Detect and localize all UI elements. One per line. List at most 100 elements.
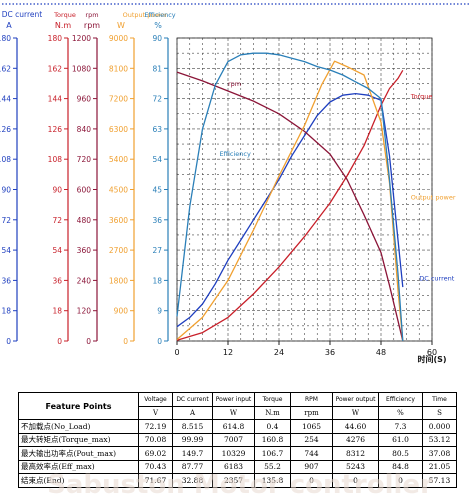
table-cell: 8.515 [172,419,213,434]
y-tick-label: 1200 [72,34,91,43]
table-cell: 8312 [332,446,379,461]
y-tick-label: 240 [77,276,92,285]
y-tick-label: 18 [52,307,62,316]
y-tick-label: 900 [114,307,129,316]
table-cell: 7007 [212,432,255,447]
y-tick-label: 1080 [72,64,91,73]
axis-title-rpm: rpm [85,11,98,19]
y-tick-label: 8100 [109,64,128,73]
y-tick-label: 180 [0,34,11,43]
table-cell: 4276 [332,432,379,447]
x-axis-label: 时间(S) [417,354,446,364]
unit-cell: rpm [290,405,333,420]
row-name: 最大转矩点(Torque_max) [18,432,139,447]
y-tick-label: 162 [48,64,63,73]
y-tick-label: 36 [1,276,11,285]
y-tick-label: 480 [77,216,92,225]
y-tick-label: 0 [57,337,62,346]
chart-curve-labels: rpm Torque Efficiency Output power DC curren… [220,80,456,282]
chart-grid [176,37,433,342]
y-tick-label: 0 [123,337,128,346]
axis-title-output_power: Output power [123,11,168,19]
curve-label-dc_current: DC current [419,274,455,282]
curve-label-torque: Torque [410,93,433,101]
curve-label-efficiency: Efficiency [220,150,251,158]
table-cell: 57.13 [422,473,457,488]
y-tick-label: 162 [0,64,11,73]
axis-unit-dc_current: A [6,21,12,30]
table-cell: 72.19 [138,419,173,434]
y-tick-label: 54 [1,246,11,255]
table-cell: 70.08 [138,432,173,447]
table-cell: 0.000 [422,419,457,434]
table-cell: 44.60 [332,419,379,434]
y-tick-label: 54 [152,155,162,164]
axis-title-dc_current: DC current [2,10,43,19]
table-cell: 99.99 [172,432,213,447]
x-tick-label: 60 [427,348,437,357]
y-tick-label: 108 [0,155,11,164]
y-tick-label: 0 [86,337,91,346]
y-tick-label: 360 [77,246,92,255]
table-cell: 87.77 [172,459,213,474]
y-tick-label: 18 [152,276,162,285]
table-row: 最大输出功率点(Pout_max) 69.02 149.7 10329 106.… [18,446,457,461]
chart-series [176,52,404,342]
curve-label-rpm: rpm [228,80,241,88]
chart-axes: DC currentA01836547290108126144162180Tor… [0,10,447,364]
table-header-row: Feature Points Voltage DC current Power … [18,392,457,420]
unit-cell: N.m [254,405,291,420]
table-cell: 10329 [212,446,255,461]
y-tick-label: 3600 [109,216,128,225]
y-tick-label: 960 [77,95,92,104]
table-cell: 254 [290,432,333,447]
row-name: 不加载点(No_Load) [18,419,139,434]
series-line-torque [176,69,404,341]
column-header: Efficiency [378,392,423,407]
y-tick-label: 90 [52,186,62,195]
y-tick-label: 81 [152,64,162,73]
x-tick-label: 12 [223,348,233,357]
x-tick-label: 0 [174,348,179,357]
table-cell: 32.88 [172,473,213,488]
table-cell: 55.2 [254,459,291,474]
y-tick-label: 0 [157,337,162,346]
table-cell: 80.5 [378,446,423,461]
y-tick-label: 126 [48,125,63,134]
table-cell: 0 [290,473,333,488]
table-cell: 53.12 [422,432,457,447]
column-header: RPM [290,392,333,407]
y-tick-label: 144 [0,95,11,104]
y-tick-label: 36 [52,276,62,285]
table-cell: 6183 [212,459,255,474]
axis-unit-efficiency: % [154,21,162,30]
y-tick-label: 180 [48,34,63,43]
y-tick-label: 720 [77,155,92,164]
row-name: 最大输出功率点(Pout_max) [18,446,139,461]
y-tick-label: 54 [52,246,62,255]
axis-title-efficiency: Efficiency [144,11,175,19]
y-tick-label: 63 [152,125,162,134]
table-units-row: V A W N.m rpm W % S [19,405,457,420]
table-cell: 7.3 [378,419,423,434]
table-cell: 70.43 [138,459,173,474]
unit-cell: A [172,405,213,420]
table-cell: 2357 [212,473,255,488]
table-cell: 37.08 [422,446,457,461]
table-cell: 69.02 [138,446,173,461]
table-cell: 1065 [290,419,333,434]
y-tick-label: 72 [52,216,62,225]
x-tick-label: 48 [376,348,386,357]
table-cell: 0 [332,473,379,488]
table-cell: 106.7 [254,446,291,461]
column-header: Voltage [138,392,173,407]
series-line-rpm [176,71,404,342]
unit-cell: V [138,405,173,420]
plot-frame [176,37,433,342]
y-tick-label: 2700 [109,246,128,255]
table-row: 最高效率点(Eff_max) 70.43 87.77 6183 55.2 907… [18,459,457,474]
y-tick-label: 9 [157,307,162,316]
x-tick-label: 36 [325,348,335,357]
y-tick-label: 5400 [109,155,128,164]
table-cell: 907 [290,459,333,474]
